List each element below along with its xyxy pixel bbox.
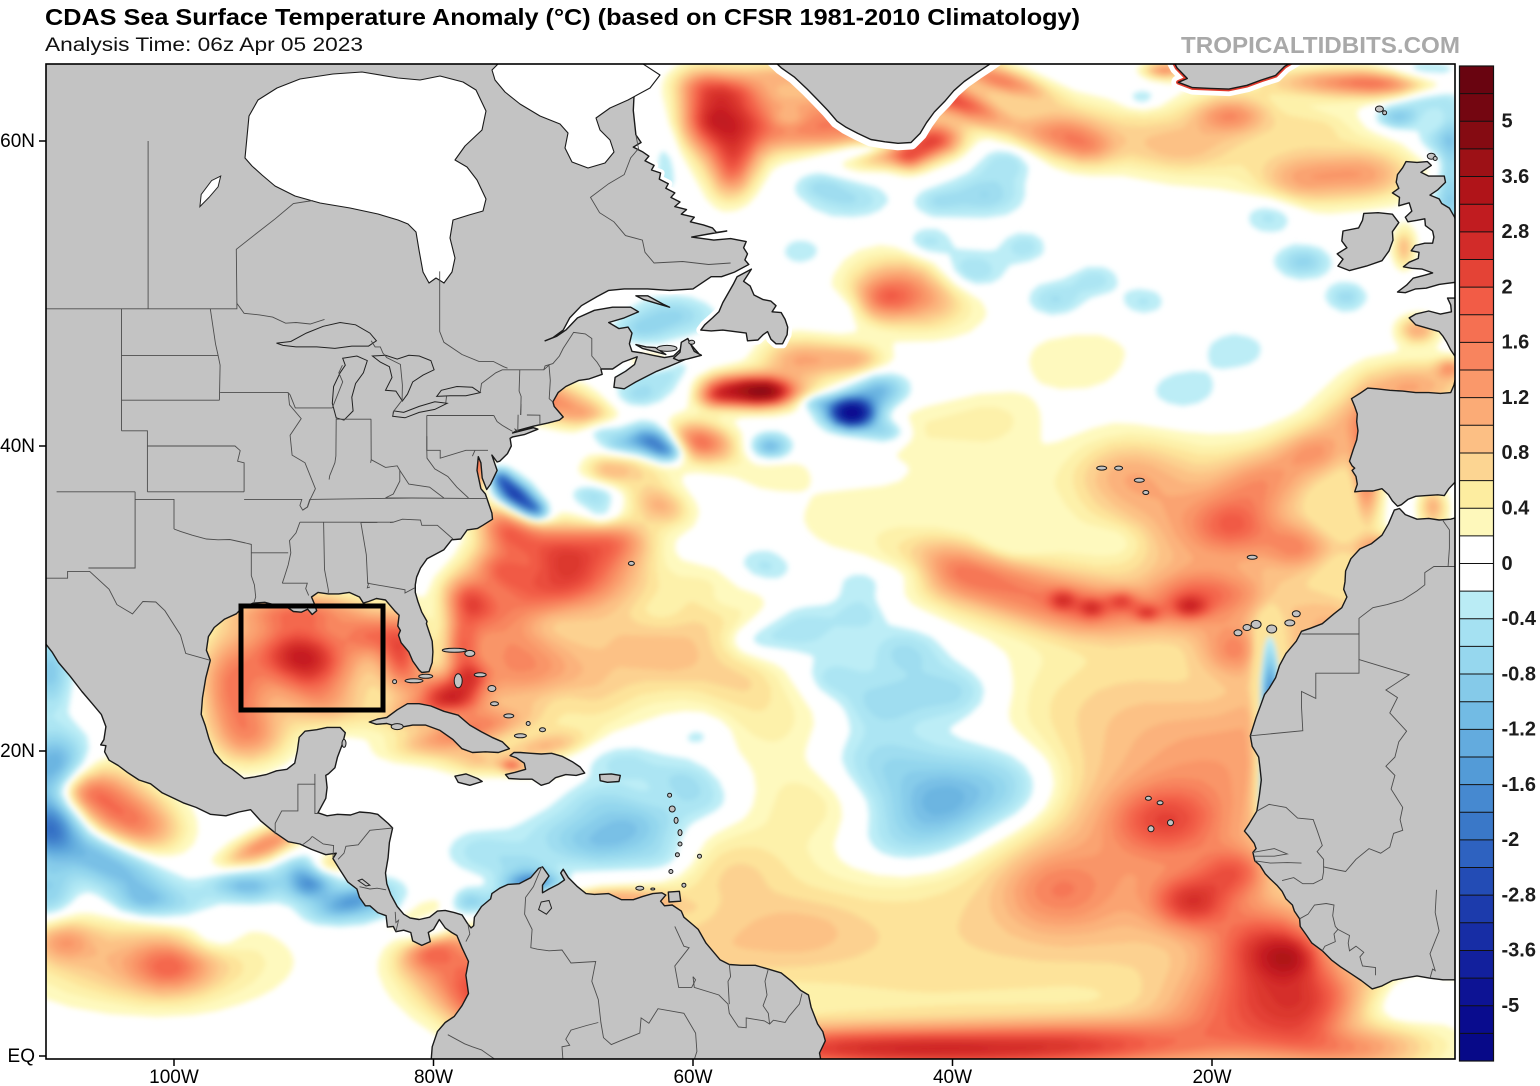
svg-text:-2.8: -2.8	[1502, 884, 1536, 906]
svg-text:0: 0	[1502, 553, 1513, 575]
svg-text:-3.6: -3.6	[1502, 940, 1536, 962]
svg-text:Analysis Time: 06z Apr 05 2023: Analysis Time: 06z Apr 05 2023	[45, 35, 363, 56]
svg-text:3.6: 3.6	[1502, 166, 1530, 188]
svg-text:-1.2: -1.2	[1502, 719, 1536, 741]
svg-text:EQ: EQ	[8, 1046, 35, 1067]
svg-text:0.4: 0.4	[1502, 497, 1531, 519]
svg-text:-0.4: -0.4	[1502, 608, 1537, 630]
svg-text:TROPICALTIDBITS.COM: TROPICALTIDBITS.COM	[1181, 32, 1460, 58]
svg-text:0.8: 0.8	[1502, 442, 1530, 464]
svg-text:1.6: 1.6	[1502, 332, 1530, 354]
svg-text:40N: 40N	[0, 436, 35, 457]
svg-text:2: 2	[1502, 276, 1513, 298]
svg-text:20W: 20W	[1192, 1067, 1231, 1086]
svg-text:60W: 60W	[673, 1067, 712, 1086]
svg-text:100W: 100W	[149, 1067, 199, 1086]
svg-text:20N: 20N	[0, 741, 35, 762]
svg-text:-2: -2	[1502, 829, 1520, 851]
svg-text:1.2: 1.2	[1502, 387, 1530, 409]
svg-text:60N: 60N	[0, 131, 35, 152]
svg-text:5: 5	[1502, 111, 1513, 133]
svg-text:-5: -5	[1502, 995, 1520, 1017]
svg-text:-1.6: -1.6	[1502, 774, 1536, 796]
svg-text:-0.8: -0.8	[1502, 663, 1536, 685]
svg-text:80W: 80W	[414, 1067, 453, 1086]
svg-text:2.8: 2.8	[1502, 221, 1530, 243]
svg-text:CDAS Sea Surface Temperature A: CDAS Sea Surface Temperature Anomaly (°C…	[45, 4, 1080, 30]
svg-text:40W: 40W	[933, 1067, 972, 1086]
